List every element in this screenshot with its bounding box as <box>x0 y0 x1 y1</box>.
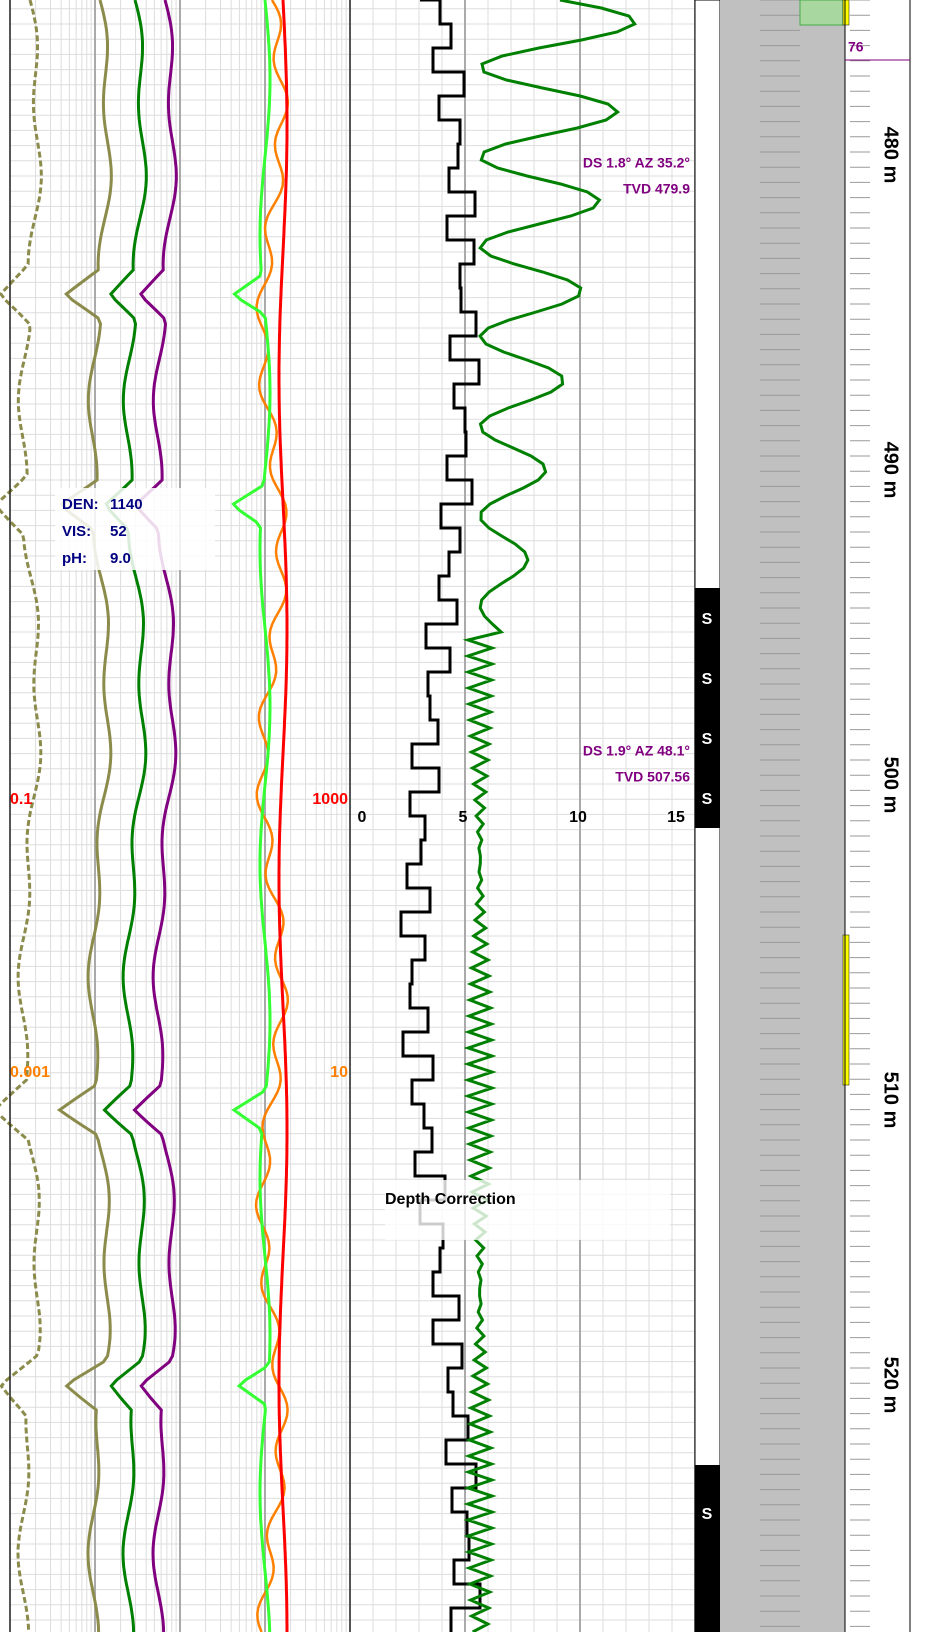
survey-annotation: DS 1.8° AZ 35.2° <box>583 155 690 171</box>
scale-label: 10 <box>569 809 587 826</box>
depth-label: 520 m <box>880 1357 902 1414</box>
log-curve <box>399 0 482 1632</box>
scale-label: 5 <box>459 809 468 826</box>
depth-label: 490 m <box>880 442 902 499</box>
survey-annotation: TVD 507.56 <box>615 769 690 785</box>
sample-box <box>799 0 844 26</box>
log-curve <box>0 0 43 1632</box>
curves <box>0 0 637 1632</box>
mud-value: 9.0 <box>110 550 131 567</box>
yellow-strip <box>842 934 850 1086</box>
lithology-block <box>695 588 720 828</box>
survey-annotation: TVD 479.9 <box>623 181 690 197</box>
log-curve <box>462 0 637 1632</box>
lithology-mark: S <box>702 791 713 808</box>
top-label: 76 <box>848 39 864 55</box>
depth-label: 480 m <box>880 127 902 184</box>
mud-value: 1140 <box>110 496 143 513</box>
event-box <box>385 1180 670 1240</box>
lithology-mark: S <box>702 611 713 628</box>
mud-box <box>55 488 215 570</box>
mud-value: 52 <box>110 523 127 540</box>
scale-label: 15 <box>667 809 685 826</box>
scale-label: 0.001 <box>10 1064 50 1081</box>
event-label: Depth Correction <box>385 1191 516 1208</box>
scale-label: 0 <box>358 809 367 826</box>
scale-label: 0.1 <box>10 791 32 808</box>
lithology-block <box>695 1465 720 1632</box>
lithology-mark: S <box>702 731 713 748</box>
survey-annotation: DS 1.9° AZ 48.1° <box>583 743 690 759</box>
depth-label: 510 m <box>880 1072 902 1129</box>
scale-label: 10 <box>330 1064 348 1081</box>
lithology-mark: S <box>702 1506 713 1523</box>
mud-key: VIS: <box>62 523 91 540</box>
mud-key: DEN: <box>62 496 99 513</box>
lithology-mark: S <box>702 671 713 688</box>
depth-ticks <box>760 0 870 1627</box>
log-curve <box>132 0 178 1632</box>
scale-label: 1000 <box>312 791 348 808</box>
yellow-strip <box>842 0 850 26</box>
log-curve <box>102 0 148 1632</box>
core-column <box>720 0 845 1632</box>
log-curve <box>56 0 113 1632</box>
log-curve <box>254 0 290 1632</box>
depth-label: 500 m <box>880 757 902 814</box>
log-curve <box>231 0 272 1632</box>
mud-key: pH: <box>62 550 87 567</box>
log-curve <box>277 0 289 1632</box>
